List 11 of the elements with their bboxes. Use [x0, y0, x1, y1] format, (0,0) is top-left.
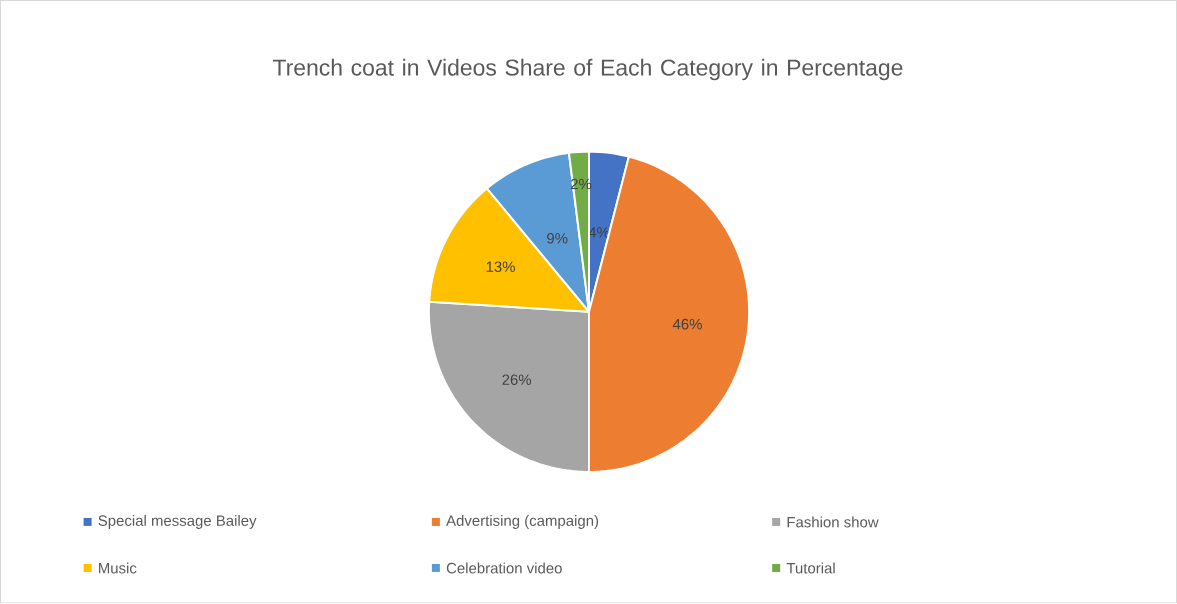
legend-label: Advertising (campaign) [446, 515, 599, 530]
data-label: 26% [502, 374, 532, 386]
data-label: 9% [547, 233, 568, 244]
data-label: 13% [486, 261, 515, 273]
legend-label: Special message Bailey [98, 515, 257, 530]
chart-title: Trench coat in Videos Share of Each Category in Percentage [273, 59, 903, 81]
legend-label: Fashion show [787, 516, 879, 528]
data-label: 46% [672, 319, 702, 330]
legend-label: Tutorial [786, 562, 835, 574]
legend-label: Music [99, 562, 137, 574]
legend-label: Celebration video [446, 562, 562, 574]
